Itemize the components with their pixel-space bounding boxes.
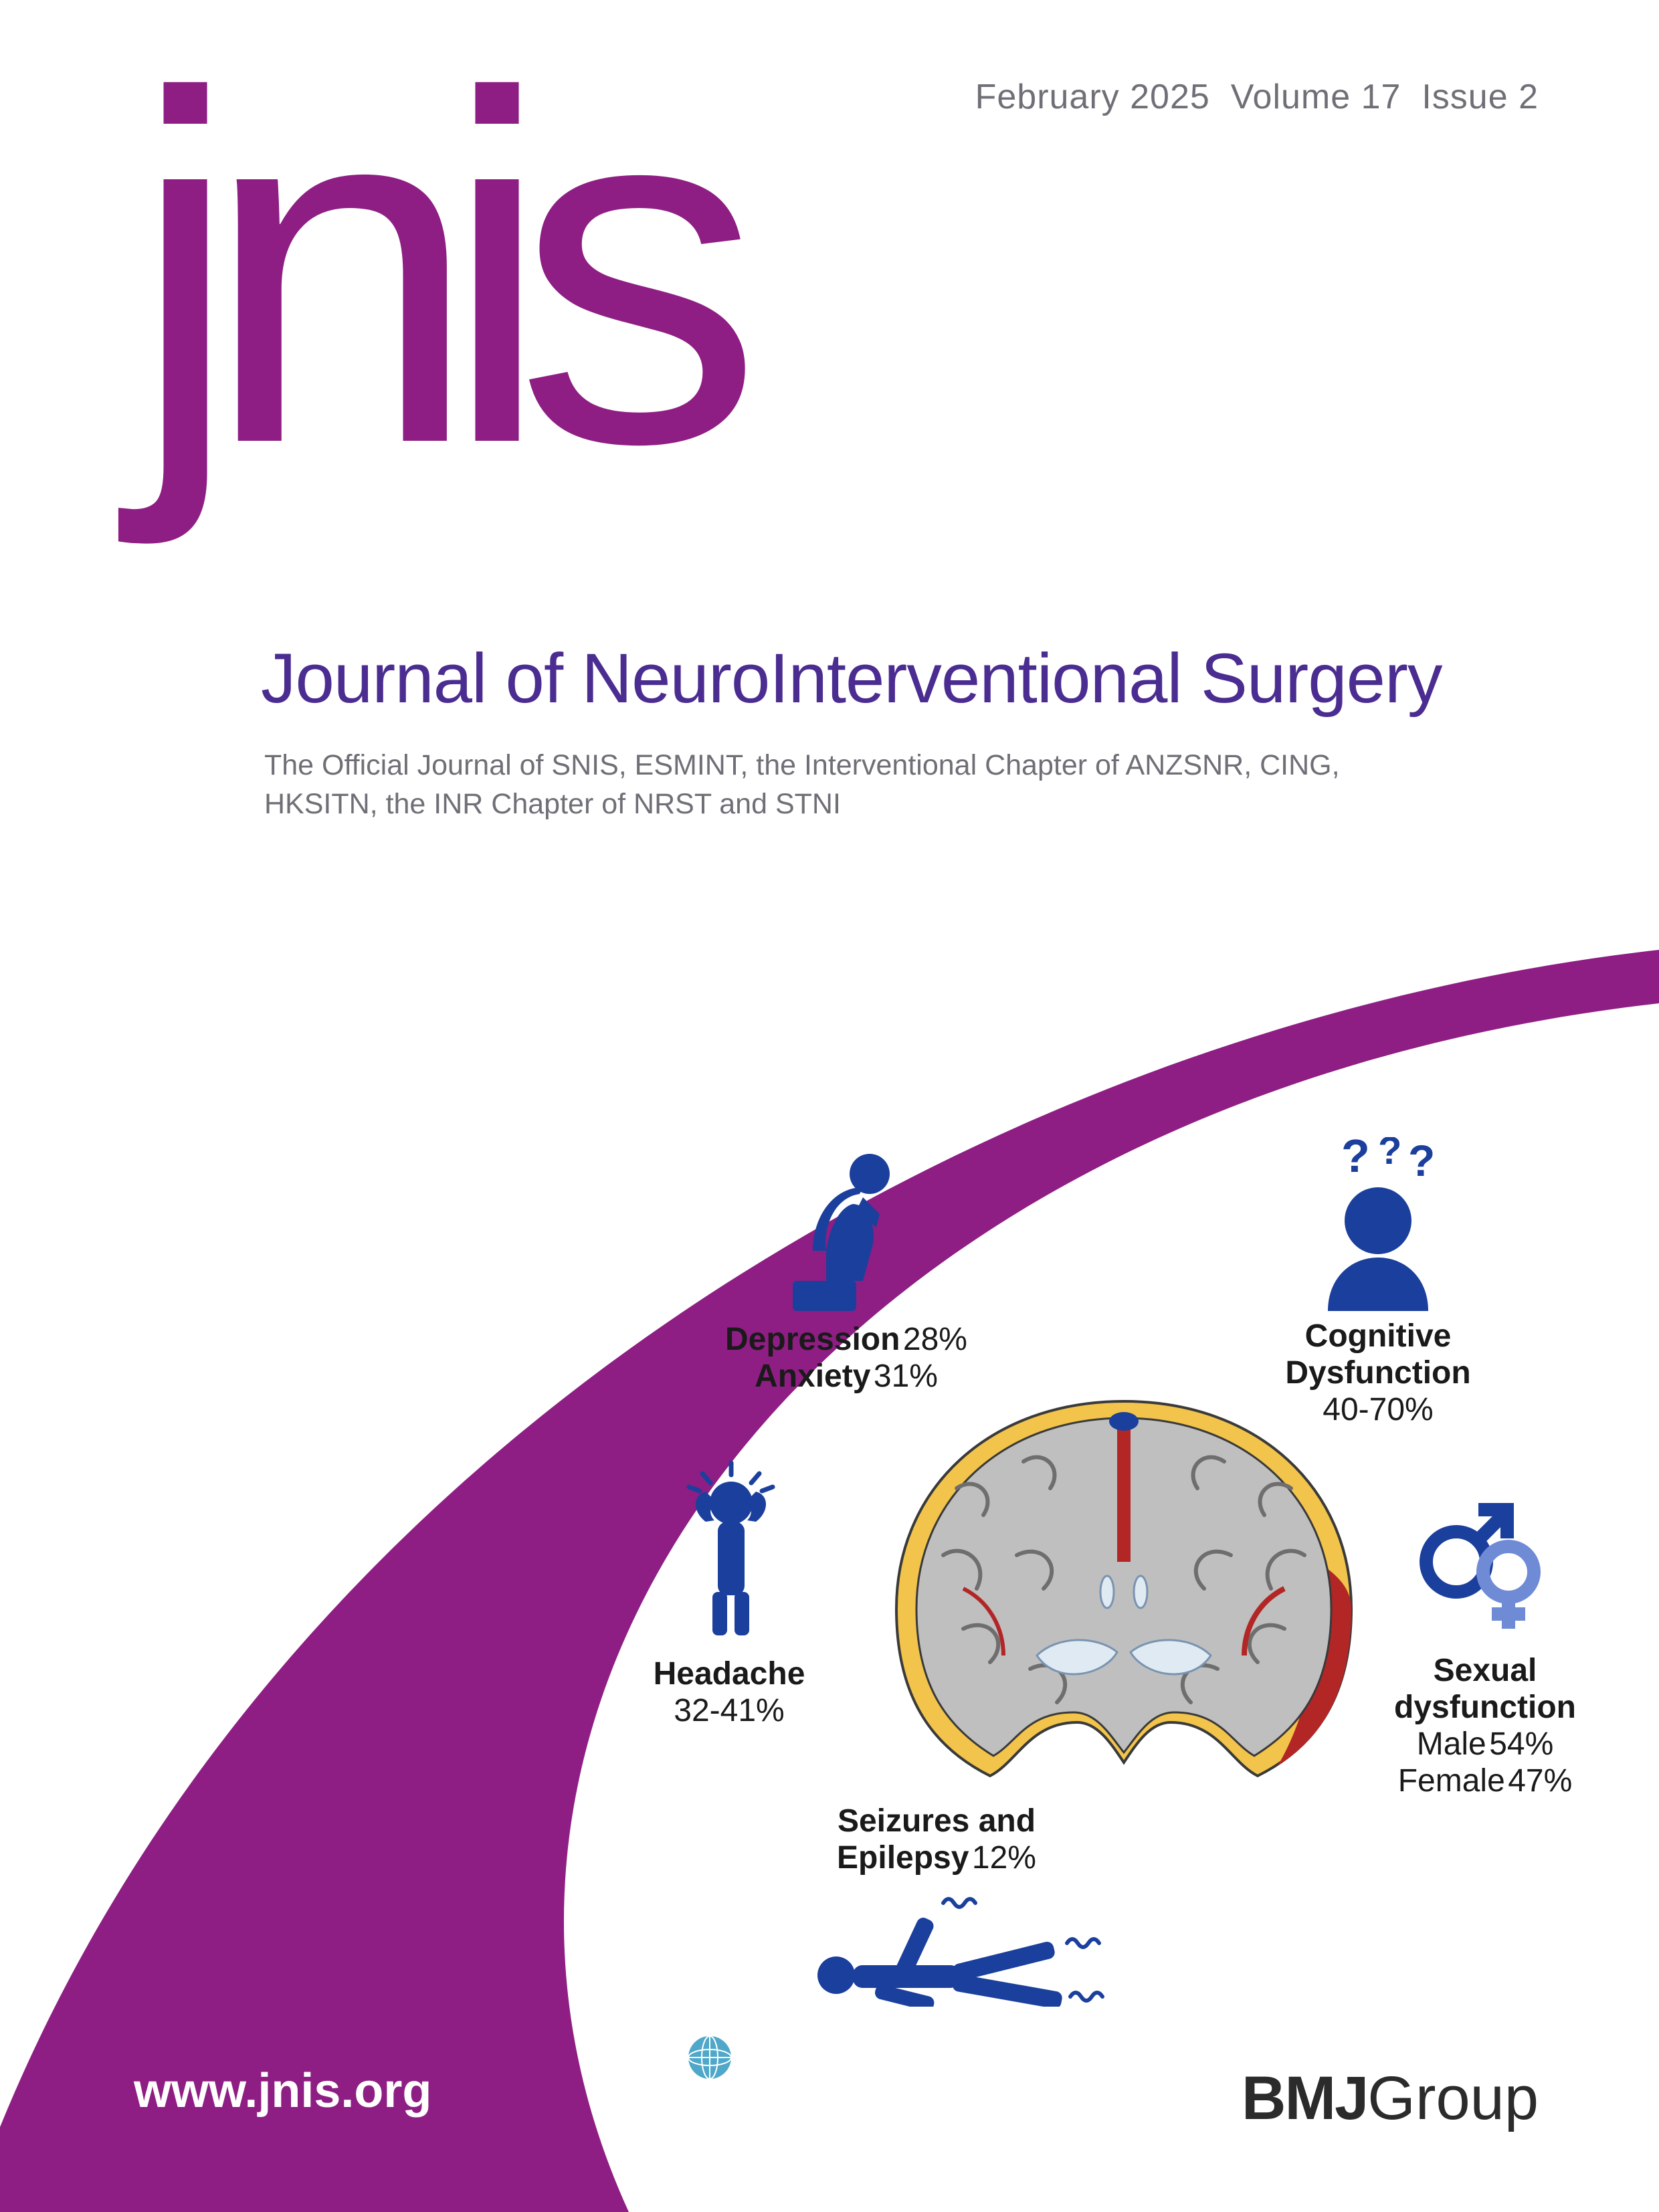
cognitive-stat: Cognitive Dysfunction 40-70% bbox=[1258, 1318, 1498, 1428]
snis-logo: Society of NeuroInterventional Surgery S… bbox=[739, 2017, 923, 2167]
bmj-group-logo: BMJGroup bbox=[1242, 2064, 1539, 2134]
headache-icon bbox=[669, 1455, 793, 1635]
svg-text:?: ? bbox=[1378, 1137, 1401, 1173]
journal-cover: February 2025 Volume 17 Issue 2 jnis Jou… bbox=[0, 0, 1659, 2212]
seizures-icon bbox=[803, 1880, 1131, 2007]
svg-text:?: ? bbox=[1341, 1137, 1370, 1182]
seizures-stat: Seizures and Epilepsy 12% bbox=[796, 1803, 1077, 1876]
svg-text:?: ? bbox=[1408, 1137, 1435, 1185]
depression-stat: Depression 28% Anxiety 31% bbox=[706, 1321, 987, 1395]
headache-stat: Headache 32-41% bbox=[622, 1655, 836, 1729]
sexual-dysfunction-icon bbox=[1408, 1495, 1549, 1635]
snis-globe-icon bbox=[682, 2030, 737, 2088]
depression-icon bbox=[763, 1150, 916, 1311]
sexual-dysfunction-stat: Sexual dysfunction Male 54% Female 47% bbox=[1378, 1652, 1592, 1799]
brain-cross-section bbox=[883, 1388, 1365, 1803]
cognitive-icon: ? ? ? bbox=[1301, 1137, 1455, 1311]
journal-url: www.jnis.org bbox=[134, 2064, 431, 2118]
